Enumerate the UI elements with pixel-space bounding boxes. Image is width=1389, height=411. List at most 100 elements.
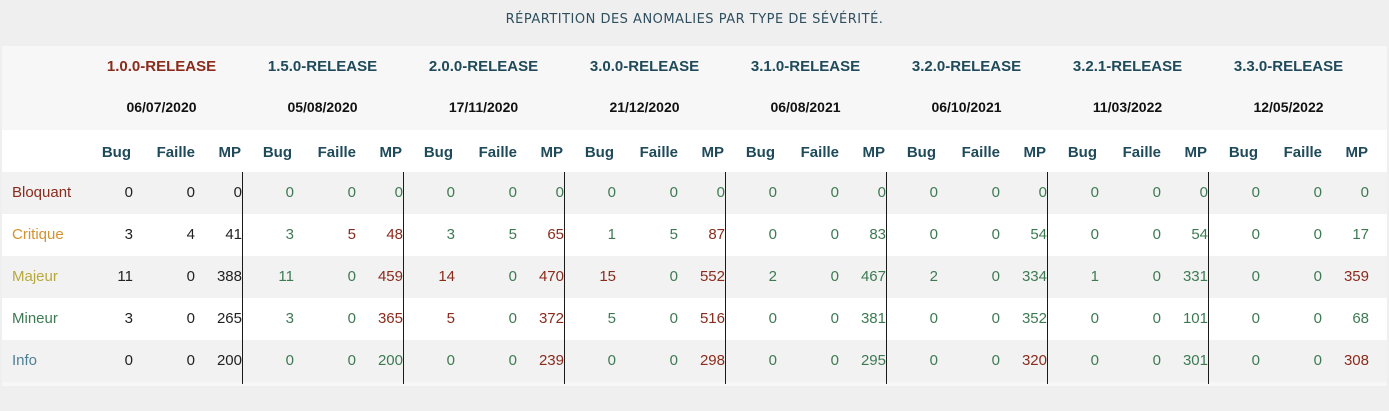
table-cell: 0	[394, 184, 403, 201]
table-cell: 552	[699, 268, 725, 285]
table-cell: 0	[186, 352, 195, 369]
table-cell: 1	[607, 226, 616, 243]
release-date: 06/10/2021	[931, 99, 1002, 115]
table-cell: 200	[216, 352, 242, 369]
table-cell: 54	[1030, 226, 1047, 243]
table-cell: 365	[377, 310, 403, 327]
table-cell: 0	[1251, 226, 1260, 243]
table-cell: 0	[1152, 352, 1161, 369]
table-cell: 0	[991, 184, 1000, 201]
release-name: 1.0.0-RELEASE	[106, 58, 217, 75]
table-cell: 467	[860, 268, 886, 285]
table-cell: 295	[860, 352, 886, 369]
table-cell: 265	[216, 310, 242, 327]
table-cell: 459	[377, 268, 403, 285]
table-cell: 0	[285, 352, 294, 369]
table-cell: 381	[860, 310, 886, 327]
row-label-majeur: Majeur	[12, 268, 58, 285]
column-header-faille: Faille	[156, 144, 195, 161]
table-cell: 0	[186, 268, 195, 285]
table-cell: 388	[216, 268, 242, 285]
table-cell: 0	[1313, 184, 1322, 201]
table-cell: 48	[386, 226, 403, 243]
table-cell: 298	[699, 352, 725, 369]
table-cell: 0	[233, 184, 242, 201]
table-cell: 3	[285, 310, 294, 327]
release-date: 06/08/2021	[770, 99, 841, 115]
column-header-mp: MP	[540, 144, 564, 161]
table-cell: 0	[186, 310, 195, 327]
column-header-bug: Bug	[101, 144, 131, 161]
table-cell: 0	[285, 184, 294, 201]
table-cell: 0	[1090, 184, 1099, 201]
table-cell: 0	[1313, 352, 1322, 369]
table-cell: 5	[347, 226, 356, 243]
table-cell: 14	[438, 268, 455, 285]
release-date: 12/05/2022	[1253, 99, 1324, 115]
table-cell: 334	[1021, 268, 1047, 285]
table-cell: 0	[991, 226, 1000, 243]
table-cell: 65	[547, 226, 564, 243]
group-divider	[403, 172, 404, 384]
table-cell: 83	[869, 226, 886, 243]
column-header-bug: Bug	[745, 144, 775, 161]
table-cell: 0	[1199, 184, 1208, 201]
table-row: Bloquant 0 0 0 0 0 0 0 0 0 0 0 0 0 0 0 0 0 0 0 0 0 0 0 0	[2, 172, 1387, 214]
column-header-bug: Bug	[584, 144, 614, 161]
table-cell: 0	[929, 184, 938, 201]
table-title: RÉPARTITION DES ANOMALIES PAR TYPE DE SÉ…	[505, 12, 884, 27]
column-header-mp: MP	[379, 144, 403, 161]
group-divider	[886, 172, 887, 384]
table-row: Info 0 0 200 0 0 200 0 0 239 0 0 298 0 0 295 0 0 320 0 0 301 0…	[2, 340, 1387, 382]
table-cell: 320	[1021, 352, 1047, 369]
column-header-faille: Faille	[800, 144, 839, 161]
table-cell: 0	[877, 184, 886, 201]
table-cell: 0	[669, 184, 678, 201]
column-header-mp: MP	[1023, 144, 1047, 161]
table-cell: 0	[347, 268, 356, 285]
table-row: Mineur 3 0 265 3 0 365 5 0 372 5 0 516 0 0 381 0 0 352 0 0 10…	[2, 298, 1387, 340]
table-cell: 0	[669, 268, 678, 285]
table-cell: 0	[186, 184, 195, 201]
table-cell: 3	[285, 226, 294, 243]
release-name: 3.2.1-RELEASE	[1072, 58, 1183, 75]
table-cell: 0	[347, 352, 356, 369]
table-cell: 0	[1251, 310, 1260, 327]
table-cell: 17	[1352, 226, 1369, 243]
release-date: 11/03/2022	[1092, 99, 1163, 115]
table-cell: 0	[991, 352, 1000, 369]
table-row: Majeur 11 0 388 11 0 459 14 0 470 15 0 552 2 0 467 2 0 334…	[2, 256, 1387, 298]
table-cell: 5	[669, 226, 678, 243]
table-cell: 0	[446, 352, 455, 369]
row-label-critique: Critique	[12, 226, 64, 243]
column-header-bug: Bug	[423, 144, 453, 161]
column-header-bug: Bug	[1067, 144, 1097, 161]
table-cell: 0	[1152, 184, 1161, 201]
release-name: 2.0.0-RELEASE	[428, 58, 539, 75]
table-cell: 470	[538, 268, 564, 285]
table-cell: 0	[1090, 226, 1099, 243]
table-cell: 11	[117, 268, 133, 285]
table-cell: 101	[1182, 310, 1208, 327]
table-cell: 0	[446, 184, 455, 201]
group-divider	[1047, 172, 1048, 384]
table-cell: 0	[716, 184, 725, 201]
table-cell: 0	[1152, 268, 1161, 285]
table-cell: 239	[538, 352, 564, 369]
table-cell: 0	[508, 268, 517, 285]
table-cell: 87	[708, 226, 725, 243]
table-cell: 3	[124, 226, 133, 243]
table-cell: 372	[538, 310, 564, 327]
release-date: 21/12/2020	[609, 99, 680, 115]
column-header-row: Bug Faille MP Bug Faille MP Bug Faille MP Bug Fail…	[2, 130, 1387, 172]
table-cell: 0	[1251, 352, 1260, 369]
table-cell: 5	[508, 226, 517, 243]
column-header-faille: Faille	[1283, 144, 1322, 161]
column-header-bug: Bug	[906, 144, 936, 161]
release-date: 06/07/2020	[126, 99, 197, 115]
table-cell: 3	[446, 226, 455, 243]
table-cell: 0	[1313, 226, 1322, 243]
table-cell: 2	[768, 268, 777, 285]
release-name: 1.5.0-RELEASE	[267, 58, 378, 75]
table-cell: 15	[599, 268, 616, 285]
